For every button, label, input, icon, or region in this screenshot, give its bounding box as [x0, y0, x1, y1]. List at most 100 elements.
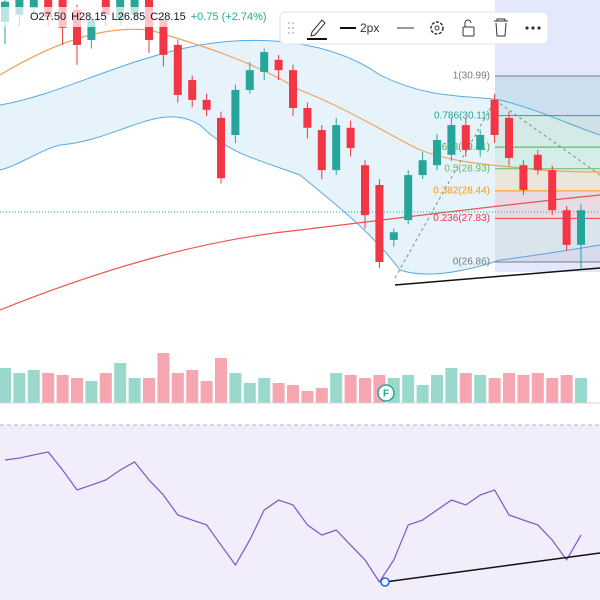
header-backdrop	[0, 7, 248, 27]
delete-icon[interactable]	[494, 18, 508, 37]
candle-body	[332, 125, 341, 171]
bollinger-lower	[0, 116, 600, 275]
candle-body	[274, 59, 283, 71]
volume-bar	[258, 378, 271, 403]
bollinger-upper	[0, 39, 600, 136]
candle-body	[433, 139, 441, 166]
candle-body	[404, 175, 413, 221]
candle-body	[317, 130, 326, 171]
candle-body	[389, 232, 398, 240]
candle-body	[245, 70, 254, 90]
volume-bar	[157, 353, 170, 403]
volume-bar	[359, 378, 371, 403]
lock-shackle	[464, 19, 472, 27]
volume-bar	[27, 370, 40, 403]
candle-body	[303, 107, 312, 128]
fib-label: 0.618(29.41)	[433, 142, 490, 153]
candle-body	[577, 210, 585, 245]
candle-body	[490, 99, 499, 135]
ohlc-value: L26.85	[112, 11, 146, 23]
candle-body	[87, 19, 96, 40]
candle-body	[202, 99, 211, 110]
candle-body	[533, 154, 542, 171]
drag-handle[interactable]	[288, 22, 294, 34]
trend-line	[394, 267, 600, 286]
volume-bar	[503, 373, 515, 403]
candle-body	[361, 165, 369, 216]
volume-bar	[517, 375, 530, 403]
candle-body	[461, 125, 470, 150]
fib-trend-line	[394, 99, 496, 279]
volume-bar	[330, 373, 343, 403]
volume-bar	[13, 373, 26, 403]
fib-band	[495, 147, 600, 169]
volume-bar	[560, 375, 573, 403]
candle-body	[188, 80, 197, 100]
candle-body	[505, 117, 513, 158]
volume-bar	[575, 378, 587, 403]
width-label[interactable]: 2px	[360, 21, 379, 35]
volume-bar	[488, 378, 501, 403]
volume-bar	[287, 385, 299, 403]
flag-marker[interactable]	[377, 384, 395, 402]
volume-bar	[229, 373, 242, 403]
fib-band	[495, 76, 600, 116]
candle-body	[231, 89, 240, 135]
ohlc-value: H28.15	[71, 11, 106, 23]
volume-bar	[431, 375, 443, 403]
ohlc-value: O27.50	[30, 11, 66, 23]
more-icon[interactable]	[525, 26, 541, 30]
volume-bar	[243, 383, 256, 403]
settings-icon[interactable]	[430, 21, 444, 35]
rsi-line	[4, 451, 582, 584]
candle-body	[346, 127, 355, 149]
lock-icon[interactable]	[462, 26, 475, 37]
volume-bar	[215, 358, 227, 403]
volume-bar	[0, 368, 11, 403]
candle-body	[562, 210, 571, 245]
fib-label: 1(30.99)	[453, 71, 490, 82]
volume-bar	[143, 378, 155, 403]
volume-bar	[56, 375, 69, 403]
volume-bar	[301, 391, 314, 403]
long-moving-average	[0, 194, 600, 311]
bollinger-fill	[0, 40, 600, 275]
volume-bar	[546, 378, 559, 403]
fib-label: 0.786(30.11)	[434, 110, 490, 121]
volume-bar	[315, 388, 328, 403]
fib-label: 0.5(28.93)	[444, 163, 490, 174]
fib-band	[495, 168, 600, 191]
volume-bar	[171, 373, 184, 403]
ohlc-value: C28.15	[150, 11, 185, 23]
candle-body	[73, 9, 81, 45]
candle-body	[548, 170, 557, 211]
volume-bar	[416, 385, 429, 403]
volume-bar	[531, 373, 544, 403]
candle-body	[29, 0, 38, 8]
candle-body	[519, 165, 528, 190]
candle-body	[289, 70, 297, 108]
volume-bar	[474, 375, 487, 403]
candle-body	[260, 52, 269, 72]
flag-label: F	[383, 389, 389, 400]
candle-body	[173, 44, 182, 95]
volume-bar	[114, 363, 127, 403]
volume-bar	[186, 370, 199, 403]
candle-body	[375, 184, 384, 262]
candle-body	[418, 160, 427, 176]
anchor-point[interactable]	[380, 577, 390, 587]
fib-label: 0.382(28.44)	[433, 185, 490, 196]
candle-body	[476, 134, 485, 150]
volume-bar	[42, 373, 55, 403]
rsi-pane	[0, 425, 600, 600]
volume-bar	[71, 378, 83, 403]
volume-bar	[459, 373, 472, 403]
rsi-trend-line	[384, 552, 600, 583]
candle-body	[217, 117, 225, 179]
fib-label: 0(26.86)	[453, 257, 490, 268]
volume-bar	[85, 381, 98, 403]
pencil-icon[interactable]	[310, 19, 326, 37]
ohlc-header: O27.50 H28.15 L26.85 C28.15 +0.75 (+2.74%)	[0, 7, 267, 27]
fib-label: 0.236(27.83)	[433, 213, 490, 224]
